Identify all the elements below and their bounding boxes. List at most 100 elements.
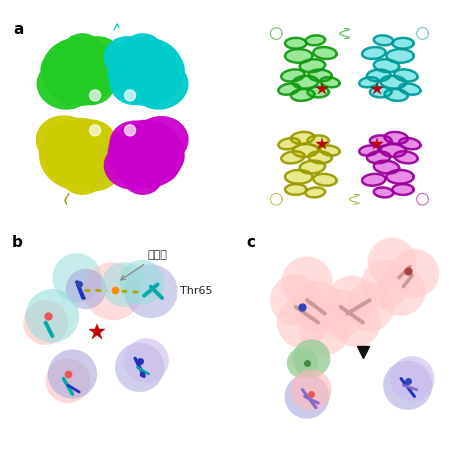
Ellipse shape [152, 141, 184, 172]
Circle shape [124, 264, 178, 318]
Ellipse shape [40, 140, 74, 173]
Circle shape [66, 269, 106, 309]
Polygon shape [362, 174, 386, 186]
Polygon shape [300, 59, 325, 72]
Circle shape [345, 282, 394, 331]
Circle shape [390, 356, 435, 401]
Polygon shape [281, 151, 304, 163]
Polygon shape [291, 89, 314, 101]
Circle shape [316, 289, 365, 338]
Polygon shape [370, 135, 391, 146]
Polygon shape [285, 184, 307, 195]
Circle shape [377, 266, 426, 316]
Circle shape [390, 249, 439, 298]
Polygon shape [308, 87, 329, 97]
Ellipse shape [37, 116, 93, 165]
Circle shape [23, 300, 68, 345]
Ellipse shape [108, 38, 183, 105]
Polygon shape [285, 49, 312, 63]
Polygon shape [359, 145, 378, 155]
Ellipse shape [125, 166, 160, 194]
Polygon shape [392, 38, 414, 48]
Polygon shape [308, 135, 329, 146]
Text: Thr65: Thr65 [180, 286, 212, 296]
Ellipse shape [133, 61, 188, 109]
Polygon shape [399, 84, 420, 95]
Polygon shape [374, 59, 399, 72]
Ellipse shape [37, 61, 92, 109]
Circle shape [287, 347, 318, 378]
Ellipse shape [125, 34, 160, 62]
Circle shape [292, 281, 344, 333]
Polygon shape [392, 184, 414, 195]
Polygon shape [370, 87, 391, 97]
Ellipse shape [39, 118, 119, 190]
Polygon shape [313, 47, 337, 59]
Ellipse shape [46, 149, 92, 185]
Circle shape [25, 289, 79, 343]
Polygon shape [291, 132, 314, 144]
Ellipse shape [108, 120, 183, 188]
Circle shape [332, 298, 381, 347]
Ellipse shape [41, 53, 73, 85]
Circle shape [83, 262, 142, 320]
Polygon shape [279, 138, 300, 149]
Circle shape [124, 90, 136, 101]
Polygon shape [385, 132, 408, 144]
Ellipse shape [47, 42, 91, 75]
Polygon shape [367, 69, 390, 81]
Polygon shape [285, 170, 312, 184]
Polygon shape [394, 151, 417, 163]
Circle shape [361, 260, 410, 309]
Polygon shape [359, 77, 378, 87]
Circle shape [327, 276, 377, 325]
Circle shape [270, 274, 322, 326]
Circle shape [281, 256, 333, 308]
Ellipse shape [63, 166, 101, 194]
Polygon shape [279, 84, 300, 95]
Ellipse shape [66, 61, 115, 105]
Polygon shape [285, 38, 307, 48]
Ellipse shape [152, 53, 184, 85]
Circle shape [124, 125, 136, 136]
Polygon shape [386, 49, 414, 63]
Ellipse shape [65, 120, 116, 166]
Ellipse shape [65, 34, 100, 62]
Polygon shape [293, 76, 318, 89]
Circle shape [48, 350, 97, 399]
Polygon shape [374, 187, 393, 197]
Polygon shape [281, 69, 304, 81]
Polygon shape [367, 151, 390, 163]
Circle shape [367, 238, 416, 287]
Ellipse shape [110, 61, 159, 105]
Ellipse shape [69, 37, 121, 81]
Polygon shape [309, 151, 332, 163]
Polygon shape [362, 47, 386, 59]
Ellipse shape [68, 143, 123, 191]
Polygon shape [386, 170, 414, 184]
Circle shape [90, 125, 101, 136]
Polygon shape [300, 161, 325, 174]
Polygon shape [306, 35, 325, 45]
Text: b: b [12, 235, 23, 250]
Circle shape [45, 358, 91, 403]
Polygon shape [374, 35, 393, 45]
Circle shape [124, 338, 169, 383]
Ellipse shape [105, 145, 156, 189]
Polygon shape [381, 76, 406, 89]
Polygon shape [293, 144, 318, 157]
Polygon shape [306, 187, 325, 197]
Circle shape [102, 262, 146, 307]
Circle shape [299, 303, 351, 355]
Polygon shape [374, 161, 399, 174]
Ellipse shape [105, 37, 156, 81]
Circle shape [90, 90, 101, 101]
Polygon shape [385, 89, 408, 101]
Circle shape [115, 343, 164, 392]
Ellipse shape [42, 38, 117, 105]
Ellipse shape [135, 150, 178, 184]
Polygon shape [399, 138, 420, 149]
Polygon shape [309, 69, 332, 81]
Circle shape [120, 260, 164, 305]
Circle shape [292, 340, 331, 377]
